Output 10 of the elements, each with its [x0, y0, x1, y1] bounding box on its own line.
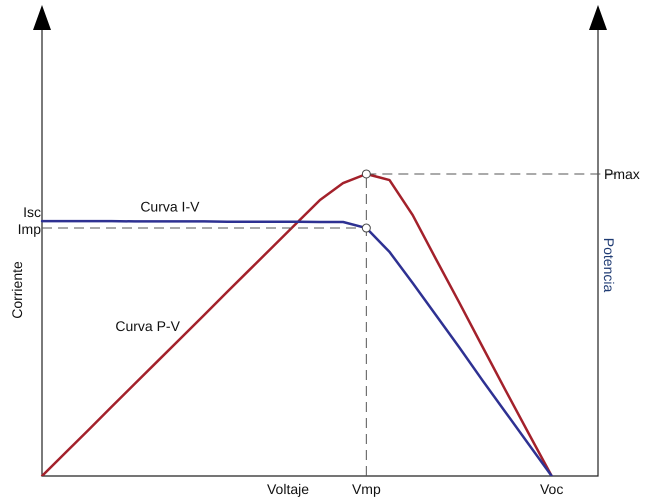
x-axis-title: Voltaje — [266, 480, 310, 497]
ref-line-label: Imp — [18, 220, 42, 237]
series-label: Curva P-V — [115, 318, 181, 334]
x-tick-label: Vmp — [352, 480, 381, 497]
y-axis-title: Corriente — [8, 261, 25, 319]
y2-axis-title: Potencia — [601, 238, 618, 292]
ref-line-label: Pmax — [604, 166, 640, 182]
series-label: Curva I-V — [140, 198, 200, 214]
x-tick-label: Voc — [540, 480, 564, 497]
text: Isc — [23, 204, 41, 220]
